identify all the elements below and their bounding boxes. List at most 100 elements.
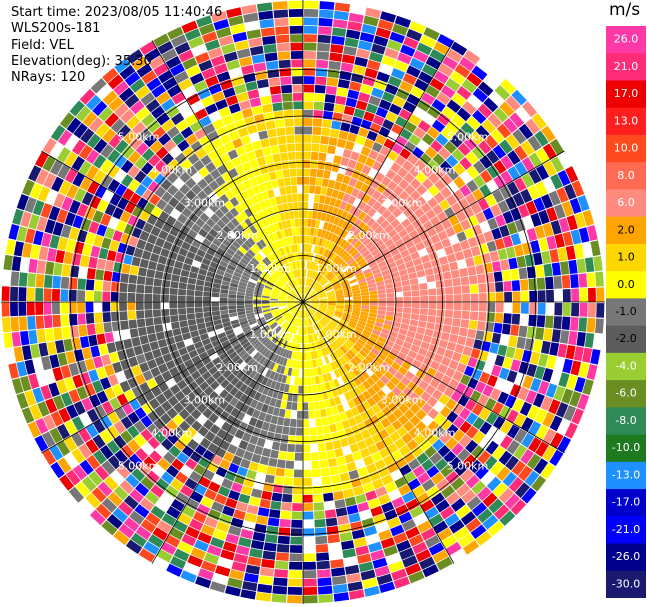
ppi-gate — [386, 380, 396, 391]
ppi-gate — [267, 331, 275, 339]
ppi-gate — [237, 288, 246, 293]
ppi-gate — [287, 393, 294, 402]
ppi-gate — [475, 465, 489, 480]
ppi-gate — [213, 395, 224, 406]
ppi-gate — [40, 384, 53, 401]
ppi-gate — [57, 129, 73, 146]
ppi-gate — [73, 400, 86, 416]
ppi-gate — [445, 491, 461, 506]
ppi-gate — [220, 288, 229, 294]
ppi-gate — [317, 203, 324, 212]
ppi-gate — [346, 273, 355, 280]
ppi-gate — [521, 242, 533, 255]
ppi-gate — [287, 303, 295, 306]
ppi-gate — [119, 479, 134, 495]
ppi-gate — [124, 93, 140, 109]
ppi-gate — [432, 204, 444, 216]
ppi-gate — [478, 243, 489, 255]
ppi-gate — [357, 383, 367, 393]
ppi-gate — [511, 280, 521, 292]
ppi-gate — [279, 294, 288, 298]
ppi-gate — [402, 73, 417, 86]
ppi-gate — [234, 204, 244, 214]
ppi-gate — [140, 428, 153, 442]
ppi-gate — [395, 457, 408, 469]
ppi-gate — [511, 460, 526, 476]
ppi-gate — [368, 351, 377, 360]
ppi-gate — [182, 85, 197, 99]
ppi-gate — [507, 166, 521, 181]
ppi-gate — [333, 413, 342, 423]
ppi-gate — [222, 541, 237, 553]
ppi-gate — [270, 380, 277, 390]
ppi-gate — [305, 252, 309, 261]
ppi-gate — [372, 268, 381, 275]
ppi-gate — [370, 332, 379, 340]
ppi-gate — [231, 482, 243, 493]
ppi-gate — [317, 34, 331, 44]
ppi-gate — [273, 222, 280, 232]
ppi-gate — [48, 382, 60, 398]
ppi-gate — [361, 400, 371, 411]
ppi-gate — [268, 320, 276, 327]
ppi-gate — [291, 279, 297, 288]
ppi-gate — [354, 56, 368, 68]
ppi-gate — [451, 114, 466, 128]
ppi-gate — [221, 478, 234, 490]
ppi-gate — [170, 498, 185, 512]
ppi-gate — [482, 384, 494, 397]
ppi-gate — [376, 183, 387, 194]
ppi-gate — [390, 348, 400, 357]
ppi-gate — [198, 166, 210, 178]
ppi-gate — [289, 359, 294, 368]
ppi-gate — [249, 435, 259, 445]
ppi-gate — [204, 488, 217, 501]
ppi-gate — [249, 225, 258, 234]
ppi-gate — [436, 287, 445, 295]
ppi-gate — [169, 146, 182, 159]
ppi-gate — [284, 264, 290, 273]
ppi-gate — [367, 207, 377, 218]
ppi-gate — [64, 452, 79, 469]
ppi-gate — [224, 393, 234, 403]
ppi-gate — [321, 317, 329, 325]
ppi-gate — [357, 466, 369, 477]
ppi-gate — [97, 481, 113, 497]
ppi-gate — [266, 466, 277, 476]
ppi-gate — [310, 296, 319, 300]
ppi-gate — [497, 391, 509, 405]
ppi-gate — [360, 308, 370, 313]
ppi-gate — [240, 135, 252, 146]
ppi-gate — [263, 44, 277, 54]
ppi-gate — [440, 506, 455, 520]
ppi-gate — [382, 187, 393, 198]
ppi-gate — [276, 281, 284, 288]
ppi-gate — [110, 118, 126, 133]
ppi-gate — [298, 310, 302, 318]
ppi-gate — [191, 355, 202, 365]
ppi-gate — [385, 311, 395, 317]
ppi-gate — [212, 223, 222, 234]
ppi-gate — [372, 114, 385, 126]
ppi-gate — [470, 524, 487, 539]
ppi-gate — [277, 204, 284, 213]
ppi-gate — [265, 60, 279, 70]
ppi-gate — [387, 391, 398, 402]
colorbar-tick-label: -21.0 — [612, 523, 640, 536]
ppi-gate — [225, 122, 237, 134]
range-ring-label: 2.00km — [216, 361, 258, 374]
ppi-gate — [401, 218, 412, 229]
ppi-gate — [120, 233, 131, 245]
ppi-gate — [204, 103, 218, 115]
ppi-gate — [255, 419, 264, 429]
ppi-gate — [303, 92, 314, 101]
ppi-gate — [324, 259, 331, 267]
ppi-gate — [240, 338, 249, 346]
ppi-gate — [321, 348, 327, 357]
ppi-gate — [235, 237, 244, 246]
ppi-gate — [331, 163, 340, 173]
ppi-gate — [384, 47, 399, 60]
ppi-gate — [242, 254, 251, 263]
ppi-gate — [272, 232, 279, 241]
ppi-gate — [404, 184, 416, 196]
